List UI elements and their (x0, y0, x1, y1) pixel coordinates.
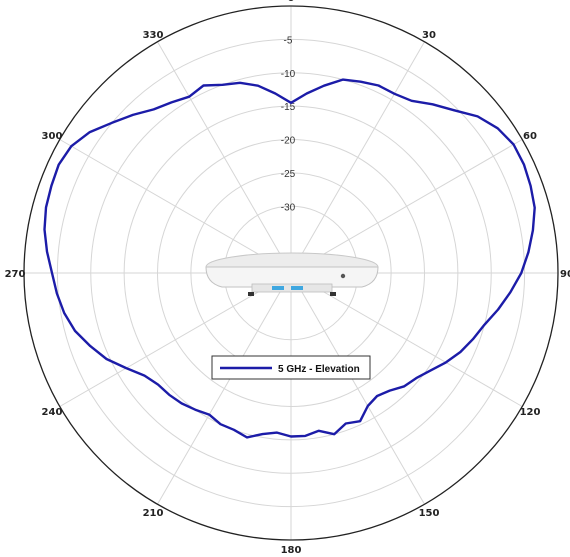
legend-box (211, 355, 371, 380)
radial-tick-label: -10 (281, 69, 296, 80)
angle-tick-label: 90 (560, 269, 570, 280)
grid-spoke (59, 272, 292, 407)
angle-tick-label: 30 (422, 30, 436, 41)
legend-label: 5 GHz - Elevation (278, 364, 360, 375)
grid-spoke (290, 272, 425, 505)
radial-tick-label: -25 (281, 169, 296, 180)
angle-tick-label: 300 (42, 131, 63, 142)
angle-tick-label: 180 (281, 545, 302, 556)
outer-ring (23, 5, 559, 541)
radial-tick-label: -5 (284, 35, 293, 46)
angle-tick-label: 150 (419, 508, 440, 519)
radial-tick-label: -15 (281, 102, 296, 113)
angle-tick-labels: 0 30 60 90 120 150 180 210 240 270 300 330 (5, 0, 570, 556)
grid-spoke (290, 41, 425, 274)
angle-tick-label: 270 (5, 269, 26, 280)
radial-tick-label: -20 (281, 136, 296, 147)
radial-tick-labels: -5 -10 -15 -20 -25 -30 (281, 35, 296, 213)
grid-spoke (290, 139, 523, 274)
series-line (43, 78, 536, 439)
grid-spoke (157, 41, 292, 274)
grid-spoke (157, 272, 292, 505)
grid-spoke (290, 272, 523, 407)
angle-tick-label: 120 (520, 407, 541, 418)
angle-tick-label: 330 (143, 30, 164, 41)
series-layer (43, 78, 536, 439)
angle-tick-label: 240 (42, 407, 63, 418)
legend: 5 GHz - Elevation (211, 355, 371, 380)
angle-tick-label: 60 (523, 131, 537, 142)
ceiling-access-point-icon (205, 252, 379, 296)
radial-tick-label: -30 (281, 202, 296, 213)
angle-tick-label: 210 (143, 508, 164, 519)
grid-spoke (59, 139, 292, 274)
angle-tick-label: 0 (288, 0, 295, 4)
